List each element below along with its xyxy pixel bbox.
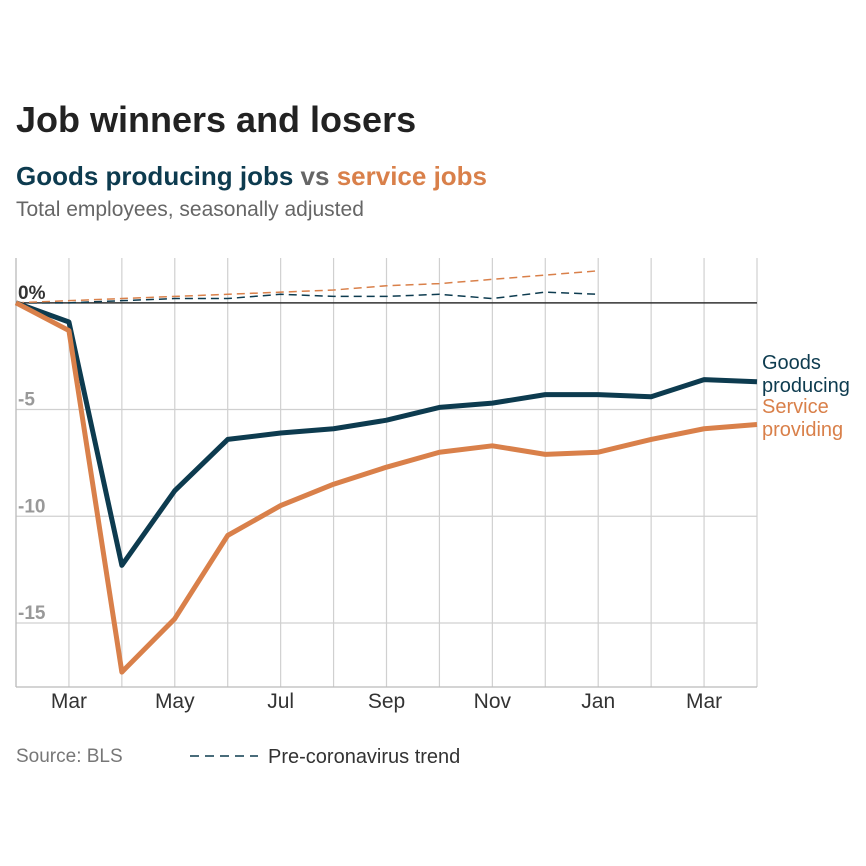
chart-title: Job winners and losers — [16, 99, 416, 140]
x-tick-label: Nov — [474, 690, 512, 713]
x-tick-label: Sep — [368, 690, 405, 713]
line — [14, 300, 758, 675]
chart-note: Total employees, seasonally adjusted — [16, 198, 364, 221]
source: Source: BLS — [16, 746, 123, 767]
x-tick-label: Jan — [581, 690, 615, 713]
x-tick-label: Mar — [51, 690, 87, 713]
subtitle-part: Goods producing jobs — [16, 161, 293, 191]
legend-label: Pre-coronavirus trend — [268, 746, 460, 768]
subtitle-part: vs — [293, 161, 336, 191]
y-tick-label: -5 — [18, 390, 35, 411]
y-tick-label: -15 — [18, 603, 46, 624]
chart-subtitle: Goods producing jobs vs service jobs — [16, 161, 487, 191]
line — [16, 291, 599, 304]
line — [15, 270, 599, 304]
x-tick-label: Jul — [267, 690, 294, 713]
subtitle-part: service jobs — [337, 161, 487, 191]
y-tick-label: -10 — [18, 496, 45, 517]
line — [15, 300, 758, 568]
series-label: Goods producing — [762, 351, 850, 397]
y-tick-label: 0% — [18, 283, 46, 304]
x-tick-label: Mar — [686, 690, 722, 713]
series-label: Service providing — [762, 396, 844, 442]
x-tick-label: May — [155, 690, 195, 713]
